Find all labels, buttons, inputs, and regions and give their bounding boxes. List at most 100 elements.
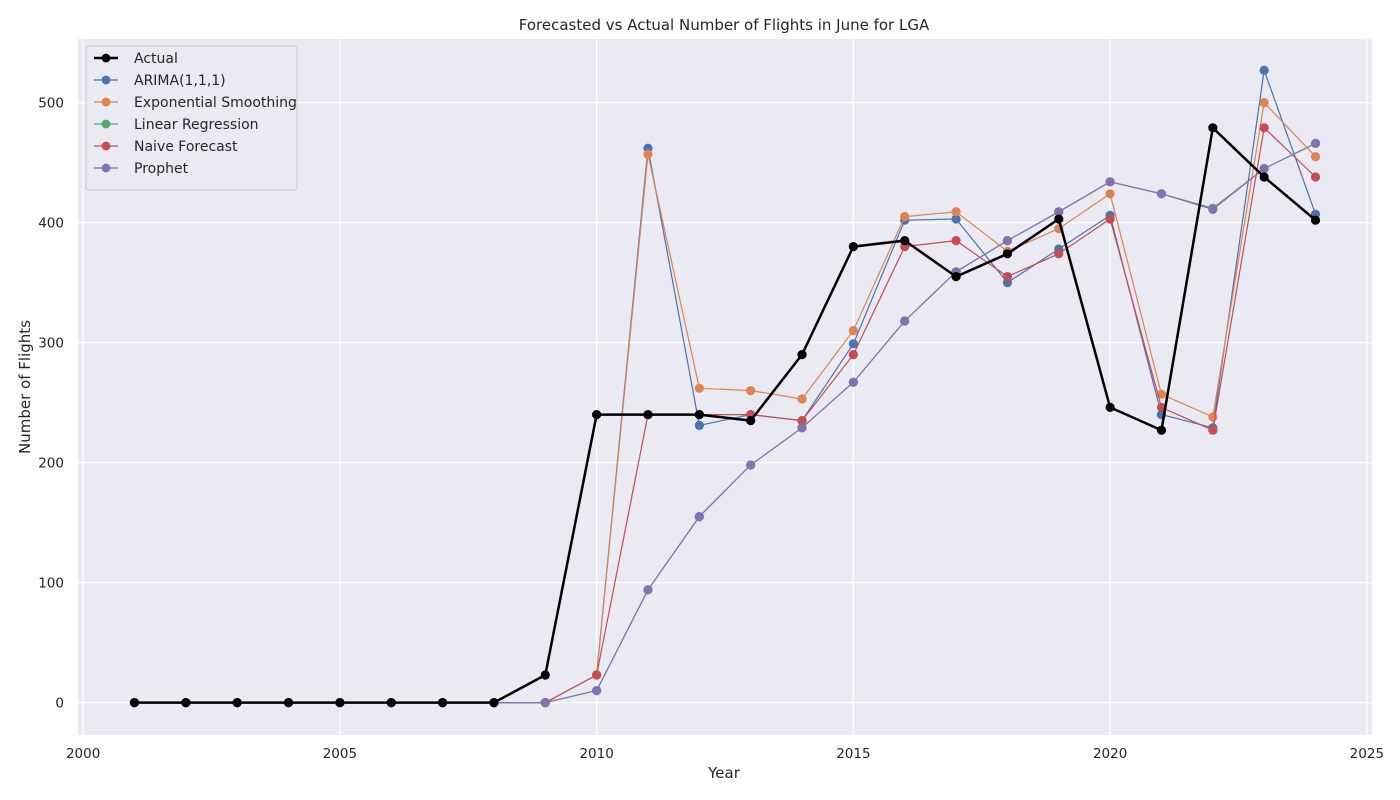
data-point-prophet [694,511,704,522]
legend-item-linear-regression: Linear Regression [94,117,259,133]
data-point-actual [694,410,704,420]
legend-item-actual: Actual [94,51,178,67]
data-point-arima-1-1-1 [694,420,704,430]
data-point-actual [951,272,961,282]
data-point-actual [540,670,550,680]
y-axis-label: Number of Flights [16,320,34,454]
legend-item-arima-1-1-1: ARIMA(1,1,1) [94,73,226,89]
data-point-prophet [1259,164,1269,174]
legend-label: Prophet [134,161,189,177]
data-point-exponential-smoothing [797,394,807,404]
data-point-exponential-smoothing [1105,189,1115,199]
x-tick-label: 2005 [323,746,357,762]
data-point-naive-forecast [848,350,858,360]
y-tick-label: 400 [38,216,64,232]
data-point-actual [232,698,242,708]
legend-box [85,45,298,191]
x-axis-ticks: 2000 2005 2010 2015 2020 2025 [66,746,1384,762]
data-point-prophet [1054,207,1064,217]
data-point-naive-forecast [1105,214,1115,224]
data-point-exponential-smoothing [848,326,858,336]
data-point-arima-1-1-1 [1259,65,1269,75]
data-point-actual [643,410,653,420]
data-point-prophet [1156,189,1167,199]
data-point-arima-1-1-1 [848,339,858,349]
legend-item-naive-forecast: Naive Forecast [94,139,238,155]
data-point-exponential-smoothing [746,386,756,396]
legend-item-prophet: Prophet [94,161,189,177]
y-tick-label: 300 [38,336,64,352]
y-tick-label: 500 [38,96,64,112]
data-point-exponential-smoothing [951,207,961,217]
legend-label: Naive Forecast [134,139,238,155]
data-point-prophet [540,698,550,708]
data-point-actual [129,698,140,708]
legend-marker [101,75,111,85]
grid-lines [78,39,1372,735]
data-point-actual [592,410,602,420]
data-point-actual [1310,215,1321,225]
data-point-actual [746,416,756,426]
data-point-naive-forecast [1259,123,1269,133]
data-point-actual [797,350,807,360]
legend-marker [101,97,111,107]
data-point-exponential-smoothing [1259,98,1269,108]
legend-marker [101,163,111,173]
series-actual [129,123,1321,708]
data-point-prophet [797,423,807,433]
data-point-actual [1259,172,1269,182]
data-point-prophet [900,316,910,326]
data-point-actual [489,698,499,708]
data-point-prophet [1310,138,1321,148]
data-point-prophet [746,460,756,470]
data-point-actual [900,236,910,246]
y-axis-ticks: 0 100 200 300 400 500 [38,96,64,712]
data-point-arima-1-1-1 [951,214,961,224]
y-tick-label: 0 [55,696,64,712]
data-point-prophet [643,585,653,595]
data-point-actual [386,698,396,708]
legend-label: Exponential Smoothing [134,95,297,111]
data-point-exponential-smoothing [1156,389,1167,399]
x-tick-label: 2010 [579,746,613,762]
data-point-naive-forecast [1208,425,1218,435]
y-tick-label: 200 [38,456,64,472]
data-point-actual [1208,123,1218,133]
x-axis-label: Year [707,764,741,782]
legend-marker [101,119,111,129]
legend-label: Linear Regression [134,117,259,133]
data-point-actual [437,698,448,708]
data-point-prophet [592,686,602,696]
legend-marker [101,141,111,151]
data-point-naive-forecast [592,670,602,680]
data-point-naive-forecast [1054,249,1064,259]
x-tick-label: 2000 [66,746,100,762]
data-point-actual [181,698,191,708]
data-point-actual [1054,214,1064,224]
data-point-exponential-smoothing [643,149,653,159]
data-point-exponential-smoothing [1310,152,1321,162]
data-point-exponential-smoothing [900,212,910,222]
legend-label: Actual [134,51,178,67]
legend-marker [101,53,111,63]
data-point-actual [1002,249,1013,259]
data-point-naive-forecast [1310,172,1321,182]
x-tick-label: 2020 [1093,746,1127,762]
data-point-prophet [1208,204,1218,214]
chart-title: Forecasted vs Actual Number of Flights i… [519,16,930,34]
data-point-actual [1105,402,1115,412]
data-point-naive-forecast [951,236,961,246]
data-point-exponential-smoothing [694,383,704,393]
legend-label: ARIMA(1,1,1) [134,73,226,89]
data-point-actual [848,242,858,252]
legend-item-exponential-smoothing: Exponential Smoothing [94,95,297,111]
data-point-prophet [848,377,858,387]
x-tick-label: 2025 [1350,746,1384,762]
x-tick-label: 2015 [836,746,870,762]
data-point-prophet [1105,177,1115,187]
data-point-actual [1156,425,1167,435]
data-point-actual [335,698,345,708]
series-layer [129,65,1321,708]
series-line-actual [134,126,1317,704]
data-point-prophet [1002,236,1013,246]
